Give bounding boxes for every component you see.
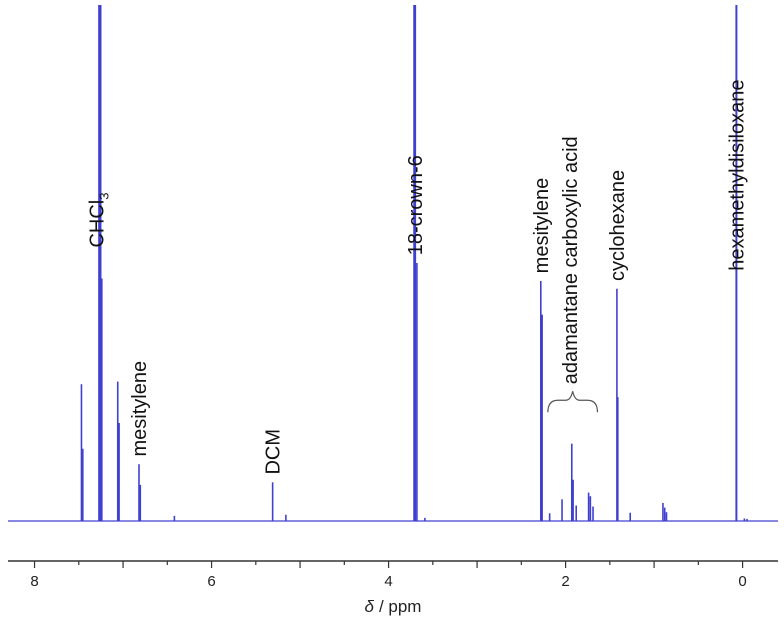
peak-label-text: mesitylene — [531, 178, 553, 274]
peaks-layer — [80, 5, 748, 521]
adamantane-bracket — [547, 391, 599, 413]
peak-label-text: CHCl — [87, 200, 109, 248]
peak-label: cyclohexane — [607, 170, 629, 281]
peak-label-text: hexamethyldisiloxane — [726, 80, 748, 271]
peak-label: adamantane carboxylic acid — [560, 136, 582, 384]
peak-label-text: cyclohexane — [607, 170, 629, 281]
x-axis-tick-label: 4 — [384, 573, 392, 590]
x-axis-label-symbol: δ — [365, 597, 375, 616]
x-axis-tick-label: 6 — [207, 573, 215, 590]
x-axis-ticks: 8 6 4 2 0 — [30, 561, 747, 590]
peak-label-subscript: 3 — [97, 193, 112, 200]
peak-label: hexamethyldisiloxane — [726, 80, 748, 271]
x-axis-tick-label: 0 — [738, 573, 746, 590]
peak-label-text: 18-crown-6 — [405, 155, 427, 255]
peak-label: DCM — [263, 429, 285, 475]
peak-label: CHCl3 — [87, 193, 112, 248]
peak-labels: CHCl3 mesitylene DCM 18-crown-6 mesitylene ad… — [87, 80, 749, 475]
peak-label: mesitylene — [129, 361, 151, 457]
x-axis-label: δ / ppm — [365, 597, 422, 616]
peak-label: 18-crown-6 — [405, 155, 427, 255]
x-axis: 8 6 4 2 0 δ / ppm — [8, 560, 778, 616]
x-axis-tick-label: 8 — [30, 573, 38, 590]
peak-label-text: adamantane carboxylic acid — [560, 136, 582, 384]
x-axis-label-unit: / ppm — [379, 597, 422, 616]
peak-label-text: DCM — [263, 429, 285, 475]
x-axis-tick-label: 2 — [561, 573, 569, 590]
peak-label: mesitylene — [531, 178, 553, 274]
peak-label-text: mesitylene — [129, 361, 151, 457]
